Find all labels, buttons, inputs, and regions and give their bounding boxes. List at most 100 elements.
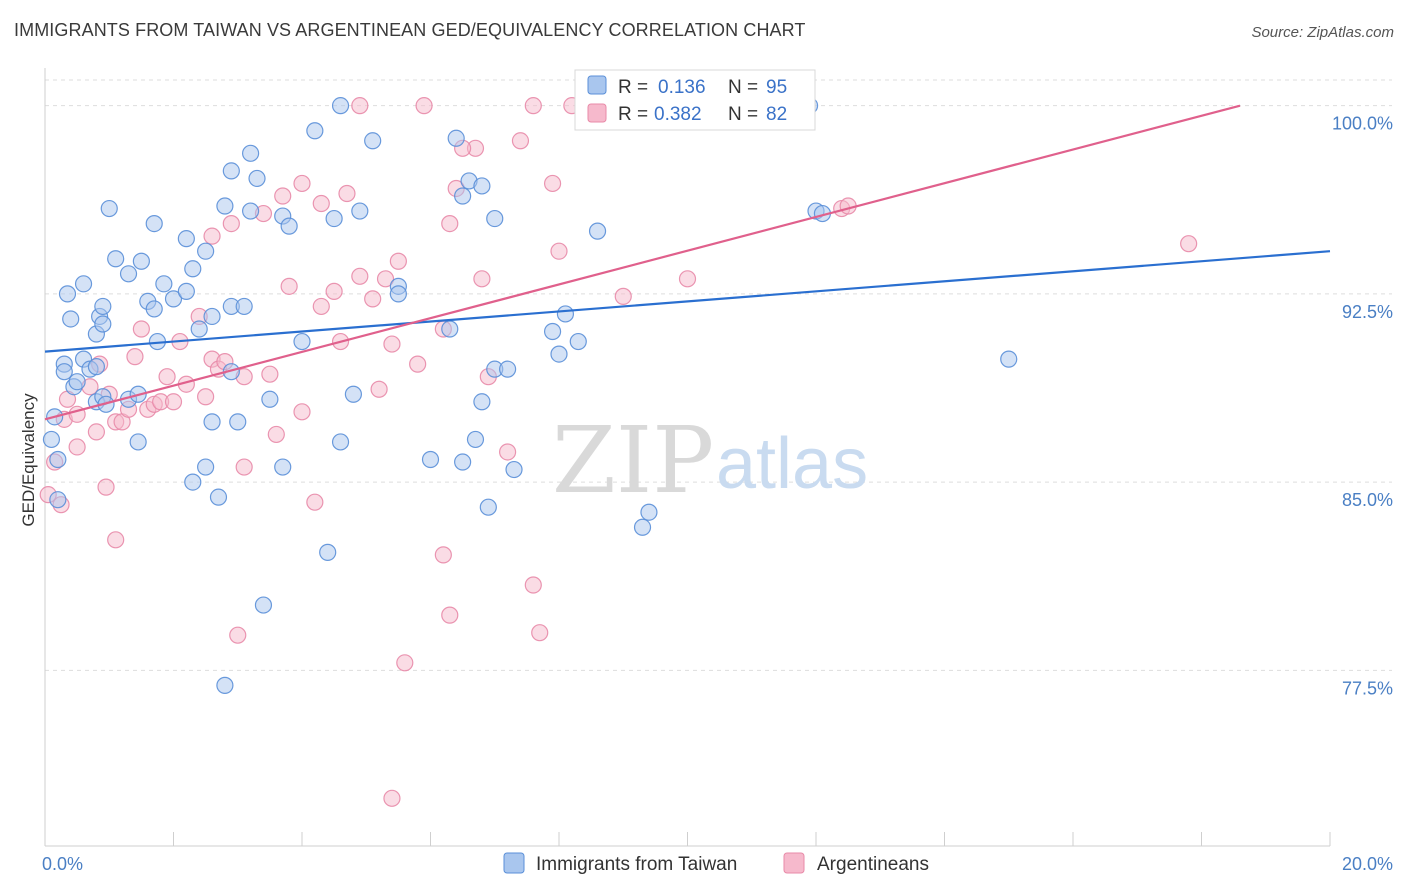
- argentineans-point: [524, 97, 542, 115]
- taiwan-point: [293, 332, 311, 351]
- taiwan-point: [640, 503, 658, 521]
- taiwan-point: [454, 187, 472, 205]
- taiwan-point: [100, 199, 118, 218]
- taiwan-point: [242, 202, 260, 220]
- argentineans-point: [235, 458, 253, 476]
- argentineans-point: [389, 252, 407, 270]
- watermark-zip: ZIP: [552, 407, 714, 514]
- taiwan-point: [319, 543, 337, 561]
- legend-r-label-taiwan: R =: [618, 77, 648, 98]
- argentineans-point: [351, 267, 369, 285]
- argentineans-point: [511, 132, 530, 150]
- stats-legend: R = 0.136 N = 95 R = 0.382 N = 82: [574, 69, 816, 131]
- argentineans-point: [126, 348, 144, 366]
- legend-box: [574, 69, 816, 131]
- taiwan-point: [145, 215, 163, 233]
- argentineans-point: [68, 438, 86, 456]
- bottom-legend-swatch-taiwan: [503, 852, 525, 874]
- taiwan-point: [479, 498, 497, 516]
- argentineans-point: [415, 97, 433, 115]
- taiwan-point: [203, 307, 221, 326]
- taiwan-point: [197, 458, 215, 476]
- taiwan-point: [331, 97, 350, 115]
- taiwan-point: [184, 260, 202, 278]
- y-tick-label: 85.0%: [1342, 490, 1393, 510]
- taiwan-point: [94, 297, 112, 316]
- legend-r-value-taiwan: 0.136: [658, 77, 706, 98]
- taiwan-point: [351, 202, 369, 220]
- taiwan-point: [197, 242, 215, 260]
- y-tick-labels: 77.5% 85.0% 92.5% 100.0%: [1332, 114, 1393, 699]
- taiwan-point: [364, 132, 382, 150]
- taiwan-point: [505, 460, 523, 479]
- argentineans-point: [197, 388, 215, 406]
- legend-r-value-argentineans: 0.382: [654, 104, 702, 125]
- taiwan-point: [569, 332, 587, 351]
- argentineans-point: [325, 282, 343, 300]
- chart-title: IMMIGRANTS FROM TAIWAN VS ARGENTINEAN GE…: [14, 20, 806, 40]
- argentineans-point: [338, 184, 356, 203]
- taiwan-point: [107, 250, 125, 268]
- taiwan-point: [454, 453, 472, 471]
- y-axis-title: GED/Equivalency: [19, 393, 38, 527]
- taiwan-point: [261, 390, 279, 408]
- taiwan-point: [473, 177, 491, 195]
- argentineans-point: [543, 174, 562, 193]
- taiwan-point: [254, 596, 273, 614]
- taiwan-point: [242, 144, 260, 162]
- argentineans-point: [370, 380, 388, 398]
- taiwan-point: [94, 315, 112, 333]
- argentineans-point: [499, 443, 517, 461]
- taiwan-point: [556, 305, 575, 323]
- taiwan-point: [87, 358, 106, 376]
- taiwan-point: [190, 320, 208, 338]
- taiwan-point: [49, 450, 67, 469]
- argentineans-point: [267, 425, 285, 444]
- taiwan-point: [235, 297, 253, 316]
- taiwan-point: [1000, 350, 1018, 368]
- argentineans-point: [158, 368, 176, 386]
- argentineans-point: [132, 320, 150, 338]
- taiwan-point: [421, 450, 440, 469]
- taiwan-point: [344, 385, 362, 403]
- argentineans-point: [364, 290, 382, 308]
- argentineans-point: [531, 624, 549, 642]
- argentineans-point: [312, 194, 330, 213]
- taiwan-trend-line: [44, 250, 1331, 353]
- argentineans-point: [678, 270, 697, 288]
- series-legend: Immigrants from Taiwan Argentineans: [503, 852, 929, 875]
- argentineans-point: [312, 297, 330, 316]
- x-tick-label-max: 20.0%: [1342, 854, 1393, 874]
- taiwan-point: [280, 217, 298, 235]
- y-tick-label: 92.5%: [1342, 302, 1393, 322]
- argentineans-point: [222, 215, 240, 233]
- x-tick-label-min: 0.0%: [42, 854, 83, 874]
- argentineans-point: [441, 606, 459, 624]
- taiwan-point: [331, 433, 350, 451]
- taiwan-point: [74, 275, 93, 293]
- taiwan-point: [177, 230, 195, 248]
- taiwan-point: [499, 360, 517, 378]
- argentineans-point: [351, 97, 369, 115]
- argentineans-point: [87, 423, 106, 441]
- taiwan-point: [216, 197, 234, 215]
- argentineans-point: [473, 270, 491, 288]
- taiwan-point: [473, 393, 491, 411]
- taiwan-point: [203, 413, 221, 431]
- taiwan-point: [129, 433, 147, 451]
- taiwan-point: [633, 518, 652, 536]
- watermark: ZIP atlas: [552, 407, 868, 514]
- taiwan-point: [216, 676, 234, 694]
- argentineans-point: [280, 277, 298, 295]
- taiwan-point: [248, 169, 266, 188]
- taiwan-point: [441, 320, 459, 338]
- taiwan-point: [550, 345, 568, 363]
- argentineans-point: [306, 493, 324, 511]
- argentineans-point: [261, 365, 279, 383]
- taiwan-point: [155, 275, 173, 293]
- taiwan-point: [325, 209, 343, 228]
- taiwan-point: [466, 430, 485, 449]
- argentineans-point: [614, 287, 632, 305]
- taiwan-point: [588, 222, 607, 240]
- taiwan-point: [177, 282, 195, 300]
